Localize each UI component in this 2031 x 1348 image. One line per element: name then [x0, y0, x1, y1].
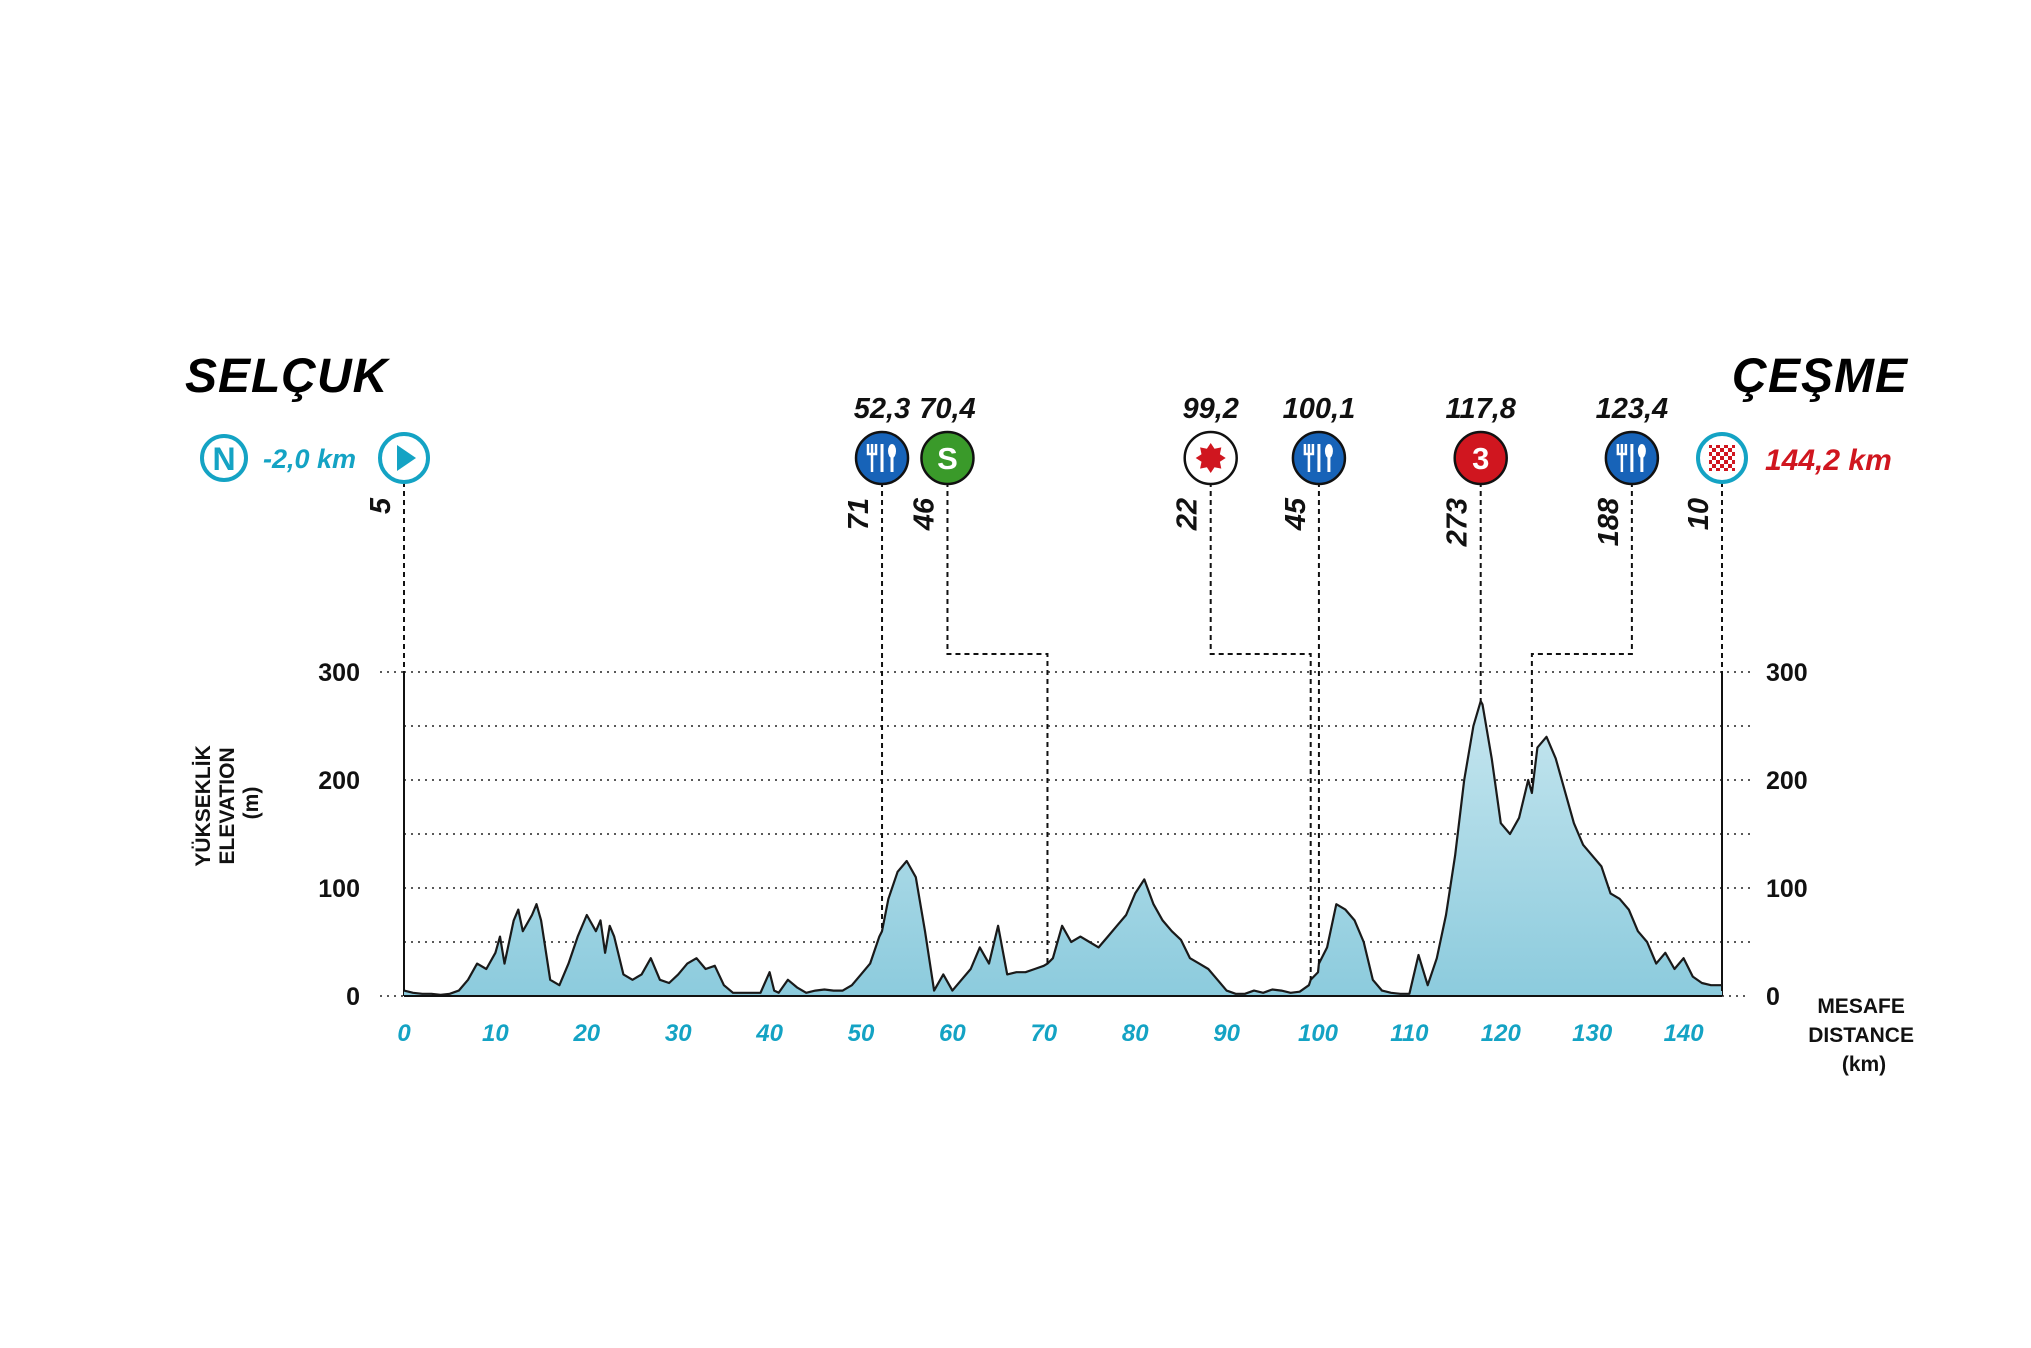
x-tick-label-70: 70	[1030, 1020, 1057, 1047]
sprint-letter: S	[937, 441, 958, 476]
y-tick-label-right-200: 200	[1766, 767, 1808, 795]
altitude-label-1: 71	[843, 498, 875, 530]
y-axis-title: YÜKSEKLİK ELEVATION (m)	[192, 739, 263, 866]
elevation-line	[403, 700, 1722, 996]
x-tick-label-60: 60	[939, 1020, 966, 1047]
kom-category-3-letter: 3	[1472, 441, 1489, 476]
x-tick-label-20: 20	[572, 1020, 600, 1047]
altitude-label-3: 22	[1172, 498, 1204, 531]
neutral-distance: -2,0 km	[263, 444, 356, 474]
x-tick-label-30: 30	[665, 1020, 692, 1047]
bonus-sprint-icon	[1183, 430, 1238, 486]
y-axis-title-line-3: (m)	[240, 787, 263, 820]
x-tick-label-80: 80	[1122, 1020, 1149, 1047]
y-tick-label-left-200: 200	[318, 767, 360, 795]
start-city: SELÇUK	[185, 350, 391, 403]
finish-city: ÇEŞME	[1732, 350, 1909, 403]
y-tick-label-right-0: 0	[1766, 983, 1780, 1011]
x-tick-label-100: 100	[1298, 1020, 1339, 1047]
y-tick-label-right-100: 100	[1766, 875, 1808, 903]
checkered-flag-icon	[1696, 432, 1748, 484]
x-axis-title-line-1: MESAFE	[1817, 995, 1905, 1018]
x-axis-title-line-3: (km)	[1842, 1053, 1886, 1076]
neutral-icon: N	[200, 434, 248, 482]
leader-line-2	[946, 482, 1049, 964]
x-tick-label-120: 120	[1481, 1020, 1522, 1047]
altitude-label-0: 5	[365, 497, 397, 514]
elevation-fill	[404, 701, 1722, 996]
x-tick-label-40: 40	[755, 1020, 783, 1047]
y-tick-label-right-300: 300	[1766, 659, 1808, 687]
km-label-5: 117,8	[1445, 393, 1516, 425]
feed-zone-icon	[1291, 430, 1347, 486]
x-tick-label-110: 110	[1390, 1020, 1429, 1047]
route-points: 5 52,3 71 S 70,4 46 99,2 22 100,1 45 3 117,8 273 123,…	[365, 393, 1748, 547]
feed-zone-icon	[1604, 430, 1660, 486]
leader-line-6	[1530, 482, 1633, 793]
y-tick-label-left-100: 100	[318, 875, 360, 903]
leader-line-3	[1209, 482, 1312, 980]
y-tick-label-left-0: 0	[346, 983, 360, 1011]
x-axis-title-line-2: DISTANCE	[1808, 1024, 1914, 1047]
altitude-label-7: 10	[1683, 498, 1715, 530]
x-tick-label-10: 10	[482, 1020, 509, 1047]
feed-zone-icon	[854, 430, 910, 486]
x-axis-title: MESAFE DISTANCE (km)	[1808, 995, 1920, 1076]
sprint-icon: S	[920, 430, 975, 486]
x-tick-label-50: 50	[848, 1020, 875, 1047]
elevation-area	[403, 700, 1722, 997]
km-label-4: 100,1	[1283, 393, 1356, 425]
y-axis-title-line-2: ELEVATION	[216, 747, 239, 864]
km-label-6: 123,4	[1596, 393, 1669, 425]
x-tick-label-140: 140	[1664, 1020, 1705, 1047]
altitude-label-5: 273	[1442, 498, 1474, 547]
altitude-label-4: 45	[1280, 497, 1312, 531]
km-label-3: 99,2	[1182, 393, 1238, 425]
altitude-label-2: 46	[908, 497, 940, 531]
km-label-2: 70,4	[919, 393, 975, 425]
altitude-label-6: 188	[1593, 497, 1625, 546]
km-label-1: 52,3	[854, 393, 910, 425]
neutral-letter: N	[212, 441, 235, 477]
y-tick-label-left-300: 300	[318, 659, 360, 687]
x-tick-label-130: 130	[1572, 1020, 1613, 1047]
finish-distance: 144,2 km	[1765, 444, 1892, 477]
kom-category-3-icon: 3	[1453, 430, 1508, 486]
x-tick-labels: 0 10 20 30 40 50 60 70 80 90 100 110 120 130 140	[397, 1020, 1704, 1047]
play-icon	[378, 432, 430, 484]
leader-lines	[403, 482, 1723, 996]
y-axis-title-line-1: YÜKSEKLİK	[192, 745, 215, 866]
y-tick-labels: 0 0 100 100 200 200 300 300	[318, 659, 1807, 1011]
x-tick-label-90: 90	[1213, 1020, 1240, 1047]
x-tick-label-0: 0	[397, 1020, 411, 1047]
